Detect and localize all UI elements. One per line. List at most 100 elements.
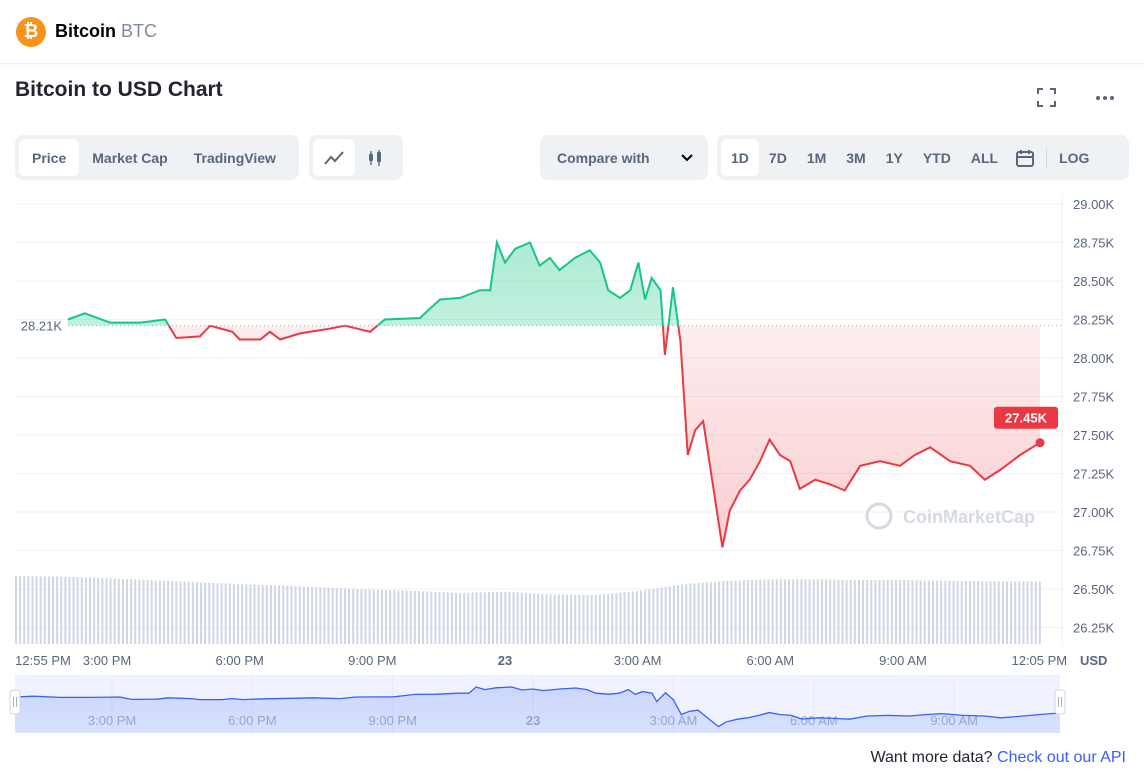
volume-bar	[352, 588, 355, 644]
y-tick-label: 28.00K	[1073, 351, 1115, 366]
volume-bar	[158, 580, 161, 644]
volume-bar	[771, 579, 774, 644]
volume-bar	[121, 578, 124, 644]
volume-bar	[319, 587, 322, 644]
volume-bar	[269, 585, 272, 644]
volume-bar	[426, 591, 429, 644]
volume-bar	[183, 581, 186, 644]
volume-bar	[685, 583, 688, 644]
volume-bar	[1034, 581, 1037, 644]
volume-bar	[816, 579, 819, 644]
volume-bar	[380, 589, 383, 644]
volume-bar	[944, 580, 947, 644]
volume-bar	[977, 581, 980, 644]
volume-bar	[866, 580, 869, 644]
api-link[interactable]: Check out our API	[997, 749, 1126, 766]
volume-bar	[97, 577, 100, 644]
volume-bar	[483, 592, 486, 644]
range-ytd[interactable]: YTD	[922, 149, 951, 166]
page-title: Bitcoin to USD Chart	[15, 78, 223, 101]
compare-with-dropdown[interactable]: Compare with	[540, 135, 708, 180]
tab-market-cap[interactable]: Market Cap	[92, 149, 168, 166]
volume-bar	[911, 580, 914, 644]
range-1m[interactable]: 1M	[806, 149, 827, 166]
volume-bar	[566, 594, 569, 644]
volume-bar	[545, 594, 548, 644]
volume-bar	[549, 594, 552, 644]
candlestick-icon	[369, 149, 381, 166]
x-tick-label: 12:05 PM	[1011, 653, 1067, 668]
range-7d[interactable]: 7D	[768, 149, 787, 166]
log-scale-toggle[interactable]: LOG	[1059, 149, 1090, 166]
volume-bar	[857, 580, 860, 644]
volume-bar	[163, 580, 166, 644]
volume-bar	[249, 584, 252, 644]
volume-bar	[356, 588, 359, 644]
volume-bar	[664, 586, 667, 644]
more-icon[interactable]	[1095, 88, 1115, 112]
volume-bar	[964, 580, 967, 644]
volume-bar	[253, 584, 256, 644]
y-tick-label: 27.00K	[1073, 505, 1115, 520]
volume-bar	[64, 576, 67, 644]
tab-price[interactable]: Price	[19, 139, 80, 176]
volume-bar	[93, 577, 96, 644]
volume-bar	[1010, 581, 1013, 644]
volume-bar	[216, 583, 219, 644]
navigator-line	[14, 686, 1061, 728]
range-all[interactable]: ALL	[970, 149, 999, 166]
volume-bar	[232, 583, 235, 644]
calendar-button[interactable]	[1008, 139, 1042, 176]
y-tick-label: 27.75K	[1073, 390, 1115, 405]
volume-bar	[623, 592, 626, 644]
volume-bar	[862, 580, 865, 644]
tab-tradingview[interactable]: TradingView	[193, 149, 276, 166]
calendar-icon	[1016, 149, 1035, 167]
volume-bar	[179, 581, 182, 644]
candlestick-button[interactable]	[355, 139, 395, 176]
fullscreen-icon[interactable]	[1037, 88, 1056, 112]
volume-bar	[800, 579, 803, 644]
volume-bar	[570, 594, 573, 644]
volume-bar	[582, 594, 585, 644]
y-tick-label: 27.50K	[1073, 428, 1115, 443]
volume-bar	[574, 594, 577, 644]
volume-bar	[689, 583, 692, 644]
volume-bar	[557, 594, 560, 644]
x-tick-label: 6:00 AM	[746, 653, 794, 668]
volume-bar	[759, 579, 762, 644]
y-tick-label: 28.75K	[1073, 236, 1115, 251]
navigator-left-handle[interactable]	[9, 689, 21, 715]
volume-bar	[508, 591, 511, 644]
price-chart[interactable]: CoinMarketCap 29.00K 28.75K 28.50K 28.25K 28…	[0, 0, 1144, 745]
volume-bar	[187, 581, 190, 644]
volume-bar	[475, 592, 478, 644]
volume-bar	[191, 582, 194, 644]
volume-bar	[529, 593, 531, 644]
volume-bar	[327, 587, 330, 644]
range-1y[interactable]: 1Y	[885, 149, 903, 166]
range-1d[interactable]: 1D	[721, 139, 759, 176]
volume-bar	[422, 591, 425, 644]
volume-bar	[446, 592, 449, 644]
volume-bar	[1022, 581, 1025, 644]
volume-bar	[644, 590, 647, 644]
volume-bar	[948, 580, 951, 644]
volume-bar	[882, 580, 885, 644]
volume-bar	[590, 594, 593, 644]
volume-bar	[825, 579, 828, 644]
volume-bar	[487, 592, 490, 644]
line-chart-button[interactable]	[313, 139, 355, 176]
volume-bar	[302, 586, 305, 644]
volume-bar	[323, 587, 326, 644]
volume-bar	[76, 577, 79, 644]
volume-bar	[812, 579, 815, 644]
volume-bar	[130, 579, 133, 644]
volume-bar	[989, 581, 992, 644]
volume-bar	[500, 591, 503, 644]
volume-bar	[1005, 581, 1008, 644]
navigator-right-handle[interactable]	[1054, 689, 1066, 715]
range-3m[interactable]: 3M	[846, 149, 866, 166]
x-tick-label: 23	[498, 653, 512, 668]
volume-bar	[697, 583, 700, 644]
